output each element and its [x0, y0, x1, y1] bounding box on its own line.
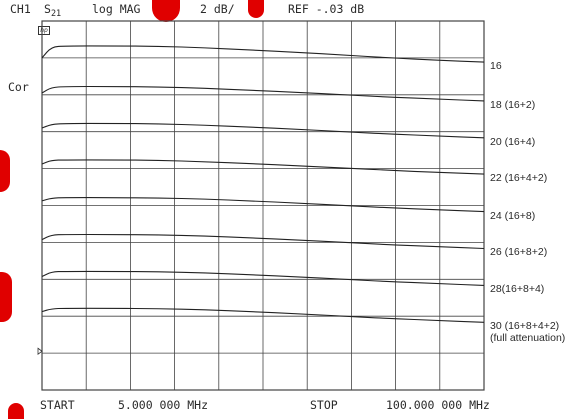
trace-5 [41, 233, 485, 250]
markers [37, 347, 43, 356]
grid [41, 20, 485, 391]
red-mark-top-2 [248, 0, 264, 18]
header-param-sub: 21 [50, 9, 62, 19]
trace-7 [41, 307, 485, 323]
hp-logo: hp [38, 26, 50, 35]
header-parameter: S21 [44, 2, 61, 19]
trace-2 [41, 122, 485, 139]
red-mark-top-1 [152, 0, 180, 22]
trace-label-1: 18 (16+2) [490, 98, 536, 111]
header-format: log MAG [92, 2, 141, 16]
trace-label-2: 20 (16+4) [490, 135, 536, 148]
trace-label-7: 30 (16+8+4+2) [490, 320, 560, 333]
trace-label-6: 28(16+8+4) [490, 283, 545, 296]
trace-4 [41, 197, 485, 213]
trace-label-3: 22 (16+4+2) [490, 172, 548, 185]
header-scale: 2 dB/ [200, 2, 235, 16]
traces [41, 45, 485, 323]
trace-label-5: 26 (16+8+2) [490, 246, 548, 259]
trace-label-7-note: (full attenuation) [490, 332, 566, 345]
header-param-main: S [44, 2, 51, 16]
header-channel: CH1 [10, 2, 31, 16]
trace-label-4: 24 (16+8) [490, 209, 536, 222]
footer-start-label: START [40, 398, 75, 412]
header-reference: REF -.03 dB [288, 2, 365, 16]
footer-stop-label: STOP [310, 398, 338, 412]
reference-position-marker [37, 347, 43, 356]
trace-3 [41, 159, 485, 175]
red-mark-left-1 [0, 150, 10, 192]
trace-6 [41, 270, 485, 286]
trace-label-0: 16 [490, 60, 502, 73]
footer-stop-value: 100.000 000 MHz [386, 398, 490, 412]
red-mark-bottom [8, 403, 24, 419]
trace-1 [41, 85, 485, 102]
trace-0 [41, 45, 485, 63]
correction-indicator: Cor [8, 80, 29, 94]
hp-logo-text: hp [40, 27, 48, 34]
footer-start-value: 5.000 000 MHz [118, 398, 209, 412]
red-mark-left-2 [0, 272, 12, 322]
